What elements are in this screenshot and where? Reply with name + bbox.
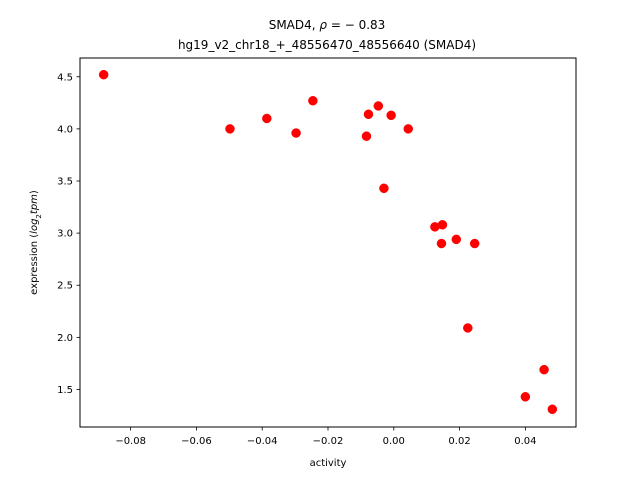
y-tick-label: 1.5: [57, 385, 73, 396]
y-axis: 1.5 2.0 2.5 3.0 3.5 4.0 4.5: [57, 72, 80, 396]
data-point: [291, 128, 301, 138]
data-point: [373, 101, 384, 111]
data-point: [379, 183, 389, 194]
y-tick-label: 2.0: [57, 333, 73, 344]
y-label-prefix: expression (: [29, 234, 40, 295]
y-tick-label: 2.5: [57, 281, 73, 292]
x-tick-label: 0.02: [448, 436, 470, 447]
data-point: [451, 234, 462, 245]
x-tick-label: −0.04: [247, 436, 278, 447]
data-point: [308, 95, 318, 106]
y-label-log: log: [29, 219, 40, 234]
data-point: [437, 220, 448, 230]
y-tick-label: 3.0: [57, 229, 73, 240]
x-tick-label: −0.02: [313, 436, 344, 447]
data-point: [463, 323, 473, 333]
data-point: [98, 69, 109, 80]
data-point: [262, 113, 272, 124]
chart-title-line1: SMAD4, ρ = − 0.83: [269, 18, 386, 32]
y-axis-label: expression (log2tpm): [29, 190, 43, 295]
data-point: [363, 109, 374, 120]
title-prefix: SMAD4,: [269, 18, 320, 32]
data-point: [225, 124, 235, 134]
y-label-suffix: ): [29, 190, 40, 194]
y-tick-label: 4.5: [57, 72, 73, 83]
y-label-subscript: 2: [35, 214, 43, 218]
title-rho-symbol: ρ: [319, 18, 327, 32]
x-axis: −0.08 −0.06 −0.04 −0.02 0.00 0.02 0.04: [115, 427, 536, 447]
x-tick-label: 0.04: [514, 436, 536, 447]
x-axis-label: activity: [310, 458, 347, 469]
chart-title: SMAD4, ρ = − 0.83 hg19_v2_chr18_+_485564…: [178, 18, 476, 52]
data-point: [547, 404, 558, 415]
x-tick-label: 0.00: [383, 436, 405, 447]
y-tick-label: 4.0: [57, 124, 73, 135]
points-layer: [98, 69, 558, 415]
data-point: [436, 238, 447, 249]
x-tick-label: −0.06: [181, 436, 212, 447]
data-point: [386, 110, 396, 121]
y-tick-label: 3.5: [57, 177, 73, 188]
data-point: [469, 238, 480, 249]
data-point: [403, 124, 413, 134]
y-label-tpm: tpm: [29, 194, 40, 214]
data-point: [520, 392, 531, 402]
x-tick-label: −0.08: [115, 436, 146, 447]
data-point: [539, 364, 549, 375]
title-rho-value: = − 0.83: [327, 18, 385, 32]
data-point: [361, 131, 372, 141]
chart-title-line2: hg19_v2_chr18_+_48556470_48556640 (SMAD4…: [178, 38, 476, 52]
